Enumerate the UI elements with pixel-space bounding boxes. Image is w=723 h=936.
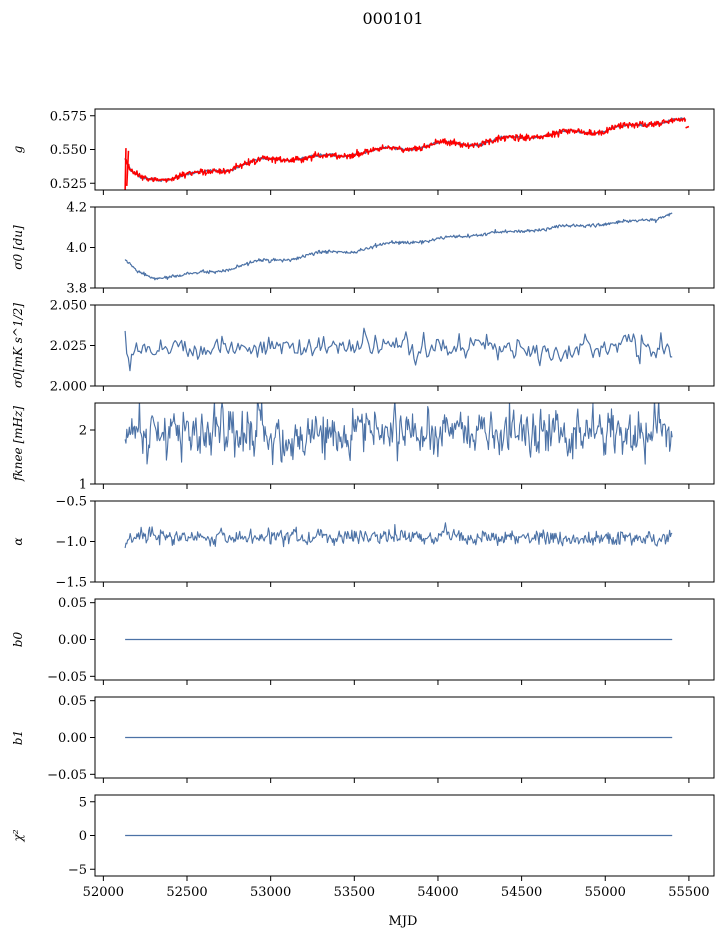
y-tick-label-b0: −0.05 <box>47 670 87 685</box>
x-tick-label: 53000 <box>250 885 291 900</box>
series-line-g-highlight <box>124 117 687 183</box>
y-tick-label-b0: 0.00 <box>58 633 87 648</box>
x-tick-label: 55000 <box>585 885 626 900</box>
x-tick-label: 52000 <box>83 885 124 900</box>
x-axis-label: MJD <box>389 914 418 929</box>
y-tick-label-sigma0-du: 3.8 <box>66 282 87 297</box>
panel-b0: −0.05 0.00 0.05 b0 <box>11 596 715 685</box>
y-tick-label-g: 0.575 <box>50 109 87 124</box>
y-tick-label-alpha: −1.0 <box>55 535 87 550</box>
x-tick-label: 54000 <box>417 885 458 900</box>
series-line-sigma0-mk <box>124 327 673 372</box>
y-tick-label-b1: 0.00 <box>58 731 87 746</box>
y-tick-label-sigma0-mk: 2.000 <box>50 380 87 395</box>
axes-frame-fknee <box>94 402 715 485</box>
y-axis-label-b1: b1 <box>11 730 25 745</box>
series-line-fknee <box>124 403 673 466</box>
series-line-sigma0-du <box>124 212 673 281</box>
panel-chi2: −5 0 5 52000 52500 53000 53500 54000 54500 55000 5… <box>11 794 715 900</box>
x-tick-label: 54500 <box>501 885 542 900</box>
spike-g <box>125 150 130 186</box>
panel-fknee: 1 2 fknee [mHz] <box>11 402 715 493</box>
panel-sigma0-mk: 2.000 2.025 2.050 σ0[mK s^1/2] <box>11 299 715 395</box>
y-tick-label-alpha: −1.5 <box>55 576 87 591</box>
y-tick-label-g: 0.525 <box>50 177 87 192</box>
y-axis-label-sigma0-mk: σ0[mK s^1/2] <box>11 303 25 388</box>
figure-title: 000101 <box>362 9 423 28</box>
axes-frame-alpha <box>94 500 715 583</box>
y-tick-label-fknee: 2 <box>79 424 87 439</box>
y-tick-label-sigma0-mk: 2.025 <box>50 339 87 354</box>
y-tick-label-chi2: 0 <box>79 829 87 844</box>
axes-frame-sigma0-du <box>94 206 715 289</box>
series-line-alpha <box>124 522 673 549</box>
y-tick-label-chi2: −5 <box>68 863 87 878</box>
y-tick-label-chi2: 5 <box>79 795 87 810</box>
y-tick-label-g: 0.550 <box>50 143 87 158</box>
x-tick-label: 55500 <box>668 885 709 900</box>
panel-b1: −0.05 0.00 0.05 b1 <box>11 694 715 783</box>
y-tick-label-sigma0-du: 4.0 <box>66 241 87 256</box>
y-axis-label-g: g <box>11 145 25 153</box>
panel-sigma0-du: 3.8 4.0 4.2 σ0 [du] <box>11 201 715 297</box>
y-axis-label-chi2: χ² <box>11 829 25 842</box>
y-tick-label-alpha: −0.5 <box>55 495 87 510</box>
y-tick-label-b0: 0.05 <box>58 596 87 611</box>
spike-g <box>124 148 127 190</box>
y-tick-label-sigma0-du: 4.2 <box>66 201 87 216</box>
x-tick-label: 52500 <box>166 885 207 900</box>
y-axis-label-sigma0-du: σ0 [du] <box>11 225 25 270</box>
panel-alpha: −1.5 −1.0 −0.5 α <box>11 495 715 591</box>
y-tick-label-b1: −0.05 <box>47 768 87 783</box>
y-tick-label-sigma0-mk: 2.050 <box>50 299 87 314</box>
y-axis-label-alpha: α <box>11 537 25 545</box>
axes-frame-sigma0-mk <box>94 304 715 387</box>
panel-g: 0.525 0.550 0.575 g <box>11 108 715 195</box>
y-axis-label-b0: b0 <box>11 631 25 647</box>
y-tick-label-fknee: 1 <box>79 478 87 493</box>
spike-g <box>685 125 690 129</box>
y-tick-label-b1: 0.05 <box>58 694 87 709</box>
y-axis-label-fknee: fknee [mHz] <box>11 406 25 482</box>
x-tick-label: 53500 <box>334 885 375 900</box>
